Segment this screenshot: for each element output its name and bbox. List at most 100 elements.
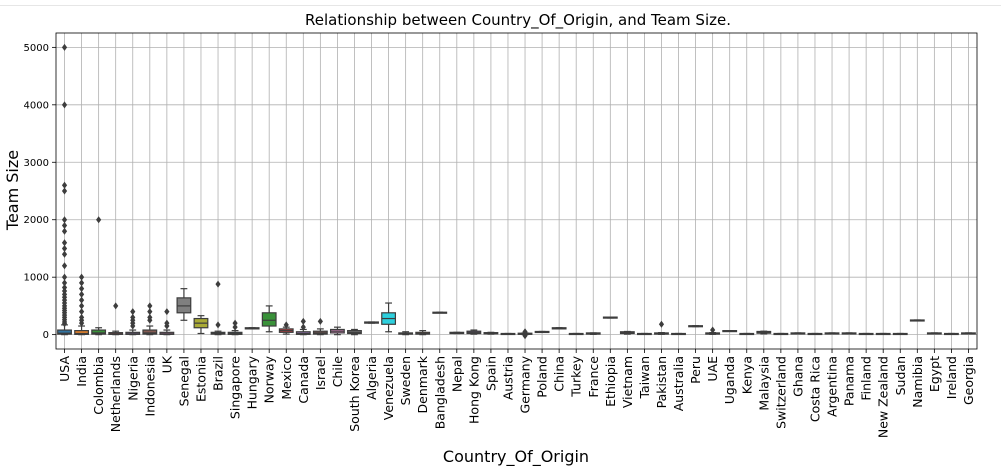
- box-switzerland: [773, 332, 789, 336]
- x-tick-label: Peru: [688, 356, 703, 384]
- x-tick-label: Bangladesh: [432, 356, 447, 429]
- x-tick-label: Kenya: [739, 356, 754, 394]
- box-canada: [295, 317, 311, 336]
- outlier-point: [147, 302, 153, 310]
- outlier-point: [96, 216, 102, 224]
- box-finland: [858, 332, 874, 336]
- box-norway: [261, 305, 277, 333]
- outlier-point: [61, 181, 68, 189]
- grid-lines: [56, 33, 977, 349]
- outlier-point: [61, 227, 68, 235]
- box-sudan: [892, 332, 908, 336]
- tick-layer: 0 1000 2000 3000 4000 5000 USA India Colombia Net…: [24, 43, 976, 438]
- box-panama: [841, 332, 857, 335]
- outlier-point: [61, 101, 68, 109]
- outlier-point: [164, 319, 170, 327]
- box-peru: [688, 325, 704, 328]
- outlier-point: [658, 320, 665, 328]
- x-axis-label: Country_Of_Origin: [443, 447, 589, 467]
- outlier-point: [61, 250, 68, 258]
- x-tick-label: Ethiopia: [603, 356, 618, 407]
- outlier-point: [61, 187, 68, 195]
- x-tick-label: Australia: [671, 356, 686, 411]
- outlier-point: [522, 328, 528, 336]
- x-tick-label: Brazil: [211, 356, 226, 391]
- box-hungary: [244, 327, 260, 330]
- outlier-point: [61, 221, 68, 229]
- box-venezuela: [381, 302, 397, 333]
- outlier-point: [78, 279, 85, 287]
- outlier-point: [78, 313, 85, 321]
- x-tick-label: Indonesia: [142, 356, 157, 416]
- box-australia: [671, 332, 686, 336]
- x-tick-label: Israel: [313, 356, 328, 390]
- y-tick-label: 2000: [24, 215, 49, 226]
- top-divider: [0, 5, 1001, 6]
- outlier-point: [61, 239, 68, 247]
- x-tick-label: Estonia: [193, 356, 208, 402]
- box-india: [74, 273, 90, 336]
- x-tick-label: Ireland: [944, 356, 959, 399]
- x-tick-label: Nepal: [449, 356, 464, 392]
- outlier-point: [78, 290, 85, 298]
- box-sweden: [398, 331, 414, 336]
- x-tick-label: Spain: [483, 356, 498, 391]
- x-tick-label: China: [552, 356, 567, 392]
- outlier-point: [130, 313, 136, 321]
- outlier-point: [78, 308, 85, 316]
- box-nepal: [449, 331, 465, 335]
- x-tick-label: Turkey: [569, 355, 584, 397]
- y-tick-label: 3000: [24, 158, 49, 169]
- box-netherlands: [108, 302, 124, 336]
- outlier-point: [130, 308, 136, 316]
- box-germany: [517, 328, 533, 340]
- x-tick-label: Sudan: [893, 356, 908, 395]
- outlier-point: [215, 280, 221, 288]
- x-tick-label: Germany: [518, 355, 533, 413]
- box-layer: [57, 43, 976, 340]
- box-turkey: [568, 332, 584, 336]
- x-tick-label: Venezuela: [381, 356, 396, 420]
- outlier-point: [78, 296, 85, 304]
- box-egypt: [926, 332, 942, 335]
- outlier-point: [61, 262, 68, 270]
- box-uae: [705, 326, 721, 335]
- plot-frame: [55, 32, 978, 350]
- x-tick-label: India: [74, 356, 89, 387]
- x-tick-label: Colombia: [91, 356, 106, 415]
- x-tick-label: Pakistan: [654, 356, 669, 408]
- x-tick-label: Egypt: [927, 356, 942, 392]
- box-body: [74, 330, 90, 335]
- box-malaysia: [756, 330, 772, 335]
- box-israel: [312, 317, 328, 336]
- box-new-zealand: [875, 332, 891, 336]
- x-tick-label: Argentina: [825, 356, 840, 417]
- box-colombia: [91, 216, 107, 336]
- x-tick-label: Poland: [535, 356, 550, 398]
- box-vietnam: [619, 330, 635, 335]
- y-tick-label: 5000: [24, 43, 49, 54]
- outlier-point: [232, 319, 238, 327]
- x-tick-label: Senegal: [176, 356, 191, 406]
- y-tick-label: 0: [43, 330, 49, 341]
- y-axis-label: Team Size: [3, 150, 22, 231]
- box-ireland: [943, 332, 959, 336]
- x-tick-label: Netherlands: [108, 356, 123, 432]
- outlier-point: [283, 321, 289, 329]
- box-body: [57, 329, 72, 335]
- x-tick-label: Hungary: [245, 355, 260, 409]
- box-brazil: [210, 280, 226, 336]
- box-uk: [159, 308, 175, 336]
- x-tick-label: Sweden: [398, 356, 413, 405]
- box-ethiopia: [602, 316, 618, 319]
- y-tick-label: 1000: [24, 273, 49, 284]
- x-tick-label: Namibia: [910, 356, 925, 408]
- box-namibia: [909, 319, 925, 322]
- x-tick-label: Panama: [842, 356, 857, 406]
- x-tick-label: Vietnam: [620, 356, 635, 408]
- x-tick-label: Chile: [330, 356, 345, 388]
- outlier-point: [215, 321, 221, 329]
- outlier-point: [113, 302, 119, 310]
- x-tick-label: UK: [159, 355, 174, 373]
